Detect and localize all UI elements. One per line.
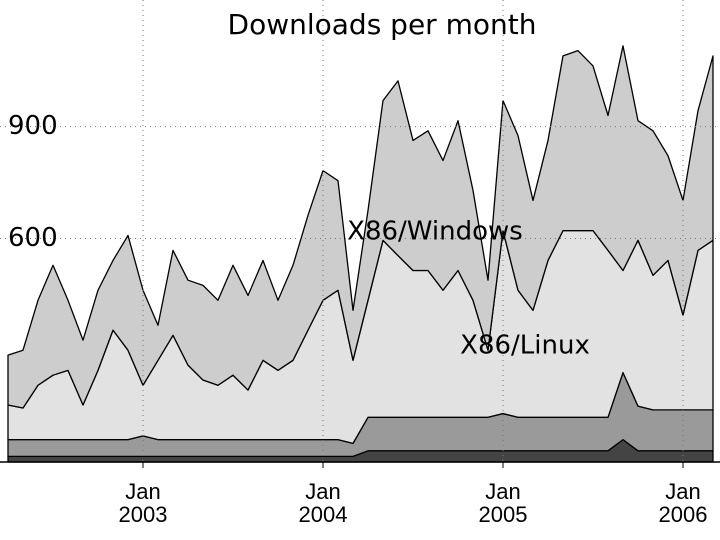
grid — [0, 0, 720, 462]
x-tick-label: Jan 2003 — [118, 479, 168, 527]
x-tick-label: Jan 2004 — [298, 479, 348, 527]
area — [7, 45, 714, 409]
series-label: X86/Linux — [460, 331, 590, 361]
chart-title: Downloads per month — [228, 8, 537, 41]
y-tick-label: 600 — [8, 223, 58, 253]
y-tick-label: 900 — [8, 111, 58, 141]
x-tick-label: Jan 2006 — [658, 479, 708, 527]
areas — [7, 45, 714, 463]
series-label: X86/Windows — [347, 217, 523, 247]
x-tick-label: Jan 2005 — [478, 479, 528, 527]
